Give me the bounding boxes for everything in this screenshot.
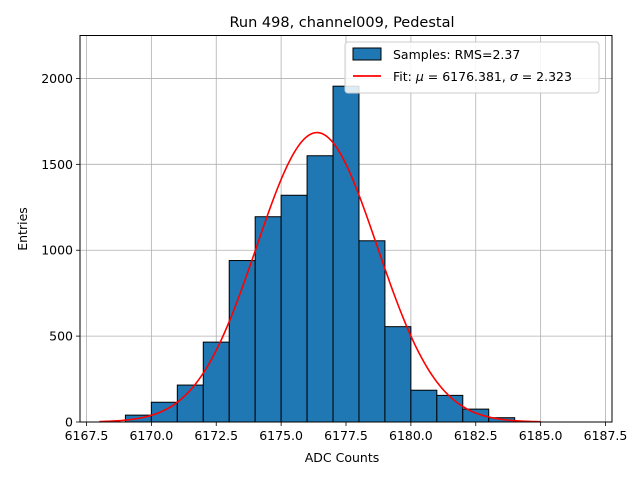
histogram-bar <box>436 394 464 423</box>
legend-hist-label: Samples: RMS=2.37 <box>393 47 520 62</box>
histogram-bar <box>358 240 386 423</box>
x-tick-label: 6185.0 <box>519 428 563 443</box>
x-tick-label: 6177.5 <box>324 428 368 443</box>
y-axis-ticks: 0 500 1000 1500 2000 <box>41 71 80 430</box>
x-axis-ticks: 6167.5 6170.0 6172.5 6175.0 6177.5 6180.0 6182… <box>65 422 628 443</box>
x-tick-label: 6187.5 <box>584 428 628 443</box>
x-tick-label: 6172.5 <box>194 428 238 443</box>
y-tick-label: 2000 <box>41 71 73 86</box>
legend-fit-mu-value: = 6176.381, <box>424 69 510 84</box>
histogram-bar <box>306 155 334 423</box>
y-tick-label: 1500 <box>41 157 73 172</box>
legend-box <box>344 41 600 94</box>
histogram-bar <box>410 389 438 423</box>
histogram-bar <box>228 260 256 423</box>
x-tick-label: 6170.0 <box>129 428 173 443</box>
x-tick-label: 6182.5 <box>454 428 498 443</box>
legend: Samples: RMS=2.37 Fit: μ = 6176.381, σ =… <box>344 41 600 94</box>
legend-hist-swatch <box>352 47 382 61</box>
histogram-bar <box>202 341 230 423</box>
y-tick-label: 1000 <box>41 243 73 258</box>
x-axis-label: ADC Counts <box>305 450 380 465</box>
x-tick-label: 6180.0 <box>389 428 433 443</box>
x-tick-label: 6175.0 <box>259 428 303 443</box>
histogram-bars <box>124 85 516 423</box>
fit-curve-group <box>99 131 541 423</box>
x-tick-label: 6167.5 <box>65 428 109 443</box>
fit-curve <box>99 131 541 423</box>
histogram-bar <box>332 85 360 423</box>
y-axis-label: Entries <box>15 207 30 251</box>
chart-title: Run 498, channel009, Pedestal <box>229 15 454 31</box>
y-tick-label: 500 <box>49 329 73 344</box>
histogram-bar <box>280 194 308 423</box>
legend-fit-prefix: Fit: <box>393 69 416 84</box>
legend-fit-sigma-value: = 2.323 <box>518 69 572 84</box>
legend-fit-sigma-symbol: σ <box>510 69 519 84</box>
legend-fit-label: Fit: μ = 6176.381, σ = 2.323 <box>393 69 572 84</box>
legend-fit-mu-symbol: μ <box>415 69 424 84</box>
histogram-bar <box>254 216 282 423</box>
y-tick-label: 0 <box>65 415 73 430</box>
histogram-bar <box>384 326 412 423</box>
